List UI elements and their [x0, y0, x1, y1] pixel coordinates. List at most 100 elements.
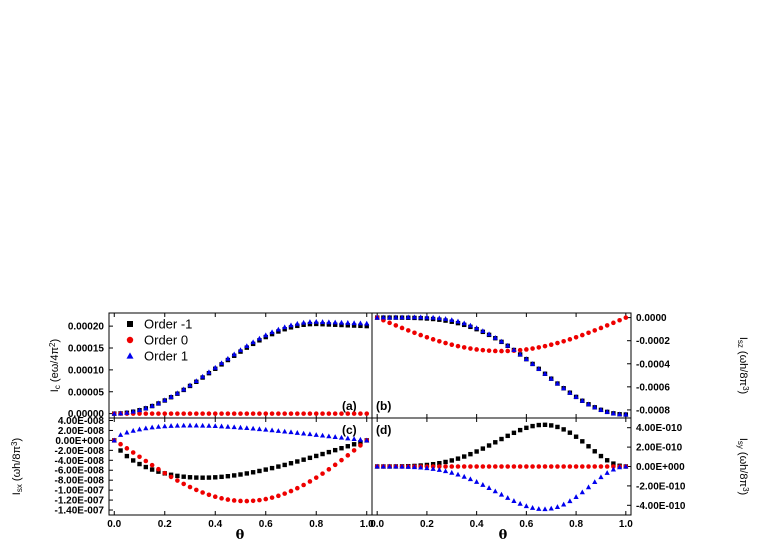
- data-point: [263, 411, 269, 416]
- y-axis-label: Isx (ωh/8π3): [10, 438, 25, 495]
- data-point: [200, 490, 205, 495]
- data-point: [238, 472, 243, 477]
- y-axis-label-part: 2: [48, 342, 57, 347]
- panel-a: 0.00000 0.00005 0.00010 0.00015 0.00020 (a) Ic…: [48, 312, 373, 420]
- data-point: [399, 463, 405, 469]
- y-axis-label-part: c: [53, 385, 62, 389]
- data-point: [542, 506, 548, 512]
- series-order-1: [111, 422, 370, 443]
- data-point: [263, 426, 269, 432]
- data-point: [399, 314, 405, 320]
- data-point: [156, 469, 161, 474]
- data-point: [339, 457, 344, 463]
- data-point: [585, 484, 592, 490]
- data-point: [244, 498, 250, 504]
- data-point: [332, 447, 338, 453]
- data-point: [524, 347, 529, 352]
- series-order--1: [112, 438, 369, 480]
- data-point: [200, 373, 206, 379]
- data-point: [218, 360, 225, 366]
- x-tick-label: 1.0: [360, 519, 374, 530]
- data-point: [319, 319, 326, 324]
- data-point: [244, 411, 250, 416]
- data-point: [326, 449, 332, 455]
- data-point: [449, 469, 455, 475]
- data-point: [437, 338, 442, 344]
- data-point: [430, 461, 436, 467]
- data-point: [561, 464, 566, 469]
- data-point: [517, 351, 523, 357]
- data-point: [206, 369, 212, 375]
- data-point: [548, 342, 554, 347]
- data-point: [351, 436, 357, 442]
- data-point: [604, 323, 610, 328]
- data-point: [275, 326, 281, 332]
- data-point: [307, 411, 313, 416]
- data-point: [486, 485, 492, 490]
- panel-label: (a): [342, 399, 357, 413]
- data-point: [579, 397, 585, 403]
- data-point: [320, 411, 325, 416]
- series-order--1: [374, 422, 629, 469]
- data-point: [561, 501, 567, 507]
- data-point: [467, 322, 474, 328]
- data-point: [505, 348, 511, 354]
- data-point: [443, 340, 448, 346]
- data-point: [561, 427, 566, 432]
- data-point: [238, 498, 243, 504]
- data-point: [437, 460, 442, 466]
- data-point: [351, 323, 357, 328]
- data-point: [200, 422, 206, 428]
- data-point: [493, 440, 498, 445]
- series-order-0: [111, 438, 370, 504]
- data-point: [212, 411, 218, 416]
- data-point: [573, 334, 579, 340]
- data-point: [237, 424, 244, 430]
- y-tick-label: -2.00E-008: [55, 446, 105, 457]
- data-point: [573, 434, 579, 439]
- data-point: [111, 410, 117, 416]
- data-point: [237, 347, 244, 353]
- data-point: [175, 411, 180, 416]
- data-point: [542, 422, 548, 428]
- data-point: [206, 492, 212, 498]
- data-point: [499, 464, 504, 469]
- data-point: [529, 361, 536, 366]
- data-point: [143, 464, 149, 470]
- y-axis-label-part: sx: [15, 484, 24, 492]
- data-point: [193, 378, 199, 384]
- data-point: [181, 474, 186, 479]
- data-point: [455, 343, 461, 349]
- data-point: [301, 457, 306, 462]
- data-point: [301, 482, 306, 488]
- data-point: [124, 429, 130, 435]
- data-point: [592, 479, 598, 485]
- data-point: [474, 325, 480, 331]
- data-point: [461, 320, 467, 326]
- data-point: [301, 319, 307, 325]
- y-axis-label-part: 3: [741, 386, 750, 391]
- data-point: [610, 466, 616, 472]
- x-tick-label: 0.6: [519, 519, 533, 530]
- x-tick-label: 0.2: [420, 519, 434, 530]
- data-point: [174, 390, 180, 396]
- y-tick-label: -4.00E-010: [636, 501, 686, 512]
- x-axis-label-left: θ: [236, 528, 245, 543]
- data-point: [617, 317, 622, 323]
- data-point: [405, 328, 411, 333]
- legend-item: Order 0: [126, 333, 188, 348]
- data-point: [443, 459, 448, 465]
- data-point: [301, 411, 306, 416]
- panel-c: 0.0 0.2 0.4 0.6 0.8 1.0 4.00E-0082.00E-0080.00…: [10, 416, 374, 530]
- data-point: [523, 356, 529, 362]
- data-point: [250, 470, 256, 475]
- data-point: [499, 348, 504, 354]
- data-point: [511, 347, 517, 352]
- data-point: [244, 425, 250, 431]
- data-point: [486, 348, 492, 353]
- data-point: [393, 463, 399, 469]
- data-point: [505, 464, 511, 469]
- series-order-0: [374, 464, 629, 469]
- data-point: [269, 427, 275, 433]
